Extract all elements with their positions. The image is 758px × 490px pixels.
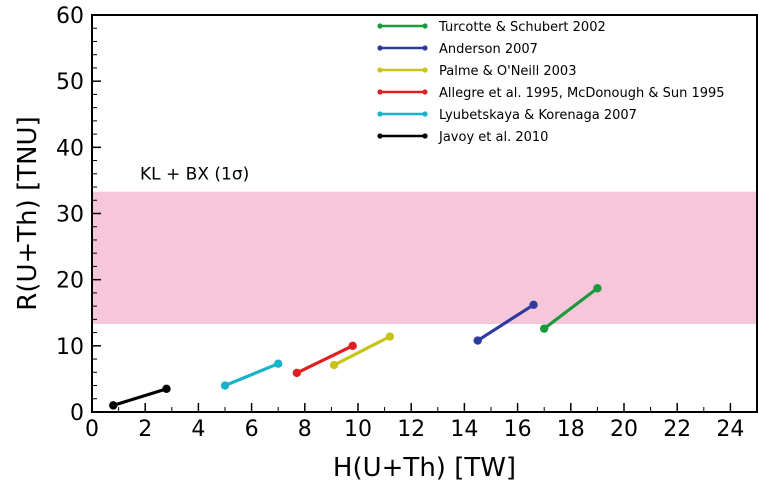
- y-tick-label: 50: [56, 70, 84, 95]
- x-tick-label: 20: [610, 417, 638, 442]
- x-tick-label: 2: [138, 417, 152, 442]
- data-point: [529, 300, 538, 310]
- legend-entry: Anderson 2007: [377, 42, 538, 57]
- y-tick-label: 30: [56, 203, 84, 228]
- data-point: [109, 401, 118, 410]
- y-tick-label: 60: [56, 4, 84, 29]
- legend-swatch-dot: [422, 45, 428, 51]
- series-1: [473, 300, 538, 345]
- y-tick-label: 20: [56, 269, 84, 294]
- y-axis-title: R(U+Th) [TNU]: [13, 116, 43, 310]
- legend-swatch-dot: [422, 67, 428, 73]
- series-line: [333, 335, 391, 367]
- series-layer: [109, 284, 602, 410]
- data-point: [162, 384, 171, 394]
- legend-swatch-dot: [377, 45, 383, 51]
- series-line: [296, 344, 354, 375]
- y-tick-label: 10: [56, 335, 84, 360]
- x-tick-label: 22: [663, 417, 691, 442]
- legend-entry: Javoy et al. 2010: [377, 130, 548, 145]
- legend-swatch-dot: [377, 67, 383, 73]
- legend-label: Palme & O'Neill 2003: [439, 64, 576, 79]
- legend-swatch-dot: [377, 133, 383, 139]
- legend-swatch-dot: [377, 111, 383, 117]
- legend-swatch-dot: [377, 89, 383, 95]
- series-2: [329, 332, 395, 370]
- x-axis-title: H(U+Th) [TW]: [333, 453, 516, 483]
- x-tick-label: 8: [298, 417, 312, 442]
- y-tick-label: 0: [70, 401, 84, 426]
- data-point: [473, 336, 482, 345]
- legend-label: Allegre et al. 1995, McDonough & Sun 199…: [439, 86, 725, 101]
- data-point: [220, 381, 230, 390]
- legend-label: Anderson 2007: [439, 42, 538, 57]
- legend: Turcotte & Schubert 2002 Anderson 2007 Pal…: [377, 20, 725, 145]
- series-line: [476, 303, 535, 342]
- legend-label: Javoy et al. 2010: [438, 130, 548, 145]
- y-tick-label: 40: [56, 136, 84, 161]
- series-5: [109, 384, 171, 410]
- data-point: [329, 360, 339, 370]
- legend-swatch-dot: [422, 89, 428, 95]
- legend-entry: Allegre et al. 1995, McDonough & Sun 199…: [377, 86, 725, 101]
- x-tick-label: 18: [557, 417, 585, 442]
- legend-label: Turcotte & Schubert 2002: [438, 20, 606, 35]
- data-point: [348, 341, 357, 351]
- legend-swatch-dot: [422, 133, 428, 139]
- data-point: [274, 359, 283, 368]
- legend-swatch-dot: [377, 23, 383, 29]
- data-point: [540, 324, 549, 333]
- legend-label: Lyubetskaya & Korenaga 2007: [439, 108, 637, 123]
- uncertainty-band: [92, 191, 757, 324]
- x-tick-label: 4: [191, 417, 205, 442]
- legend-swatch-dot: [422, 111, 428, 117]
- series-3: [292, 341, 357, 378]
- series-line: [224, 362, 279, 388]
- legend-entry: Lyubetskaya & Korenaga 2007: [377, 108, 637, 123]
- data-point: [292, 368, 302, 378]
- series-4: [220, 359, 283, 390]
- legend-entry: Turcotte & Schubert 2002: [377, 20, 606, 35]
- band-label: KL + BX (1σ): [140, 165, 249, 185]
- legend-entry: Palme & O'Neill 2003: [377, 64, 576, 79]
- series-line: [112, 387, 167, 407]
- data-point: [385, 332, 395, 341]
- x-tick-label: 0: [85, 417, 99, 442]
- legend-swatch-dot: [422, 23, 428, 29]
- series-line: [543, 286, 599, 330]
- x-tick-label: 12: [397, 417, 425, 442]
- series-0: [540, 284, 602, 333]
- x-tick-label: 10: [344, 417, 372, 442]
- x-tick-label: 14: [450, 417, 478, 442]
- x-tick-label: 6: [245, 417, 259, 442]
- data-point: [593, 284, 602, 293]
- x-tick-label: 16: [504, 417, 532, 442]
- x-tick-label: 24: [716, 417, 744, 442]
